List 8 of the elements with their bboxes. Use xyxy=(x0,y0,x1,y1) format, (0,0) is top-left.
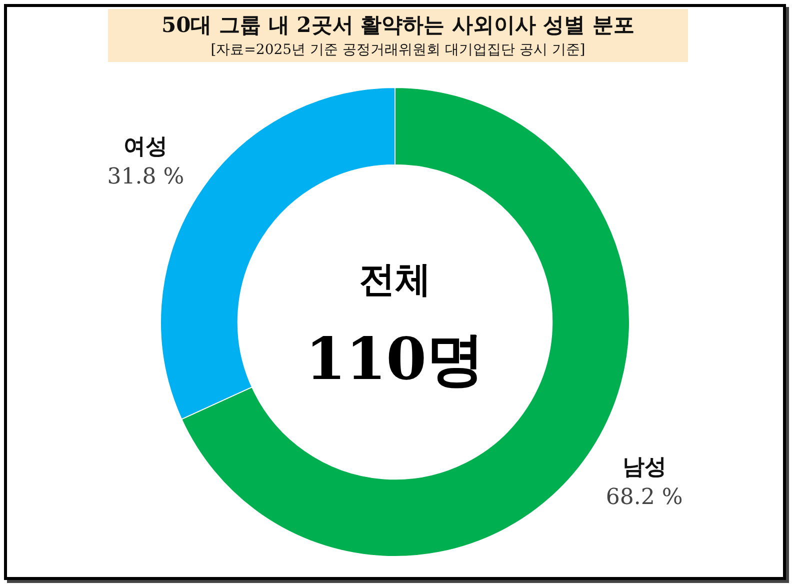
data-label: 31.8 % xyxy=(107,164,184,190)
text: 전체 xyxy=(359,258,431,300)
chart-title: 50대 그룹 내 2곳서 활약하는 사외이사 성별 분포 xyxy=(160,11,636,39)
slice-label: 남성 xyxy=(622,454,666,480)
slice-label: 여성 xyxy=(124,133,168,160)
text: 110명 xyxy=(305,325,485,394)
data-label: 68.2 % xyxy=(606,485,683,510)
chart-subtitle: [자료=2025년 기준 공정거래위원회 대기업집단 공시 기준] xyxy=(210,41,586,59)
